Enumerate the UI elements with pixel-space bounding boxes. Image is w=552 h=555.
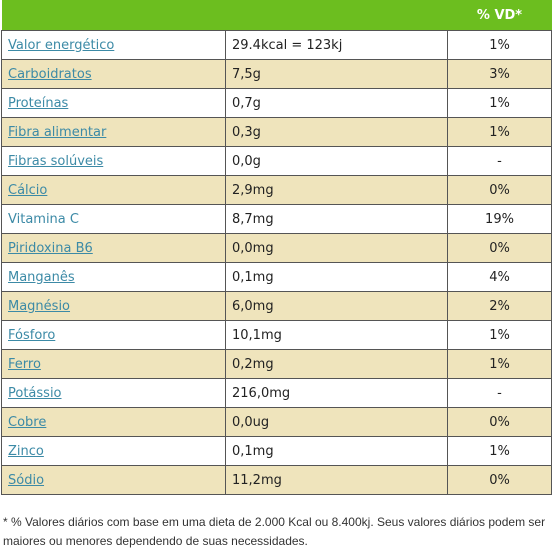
nutrient-name-cell: Proteínas (1, 88, 226, 118)
daily-value-percent: 0% (447, 233, 552, 263)
nutrient-name-cell: Magnésio (1, 291, 226, 321)
nutrient-link[interactable]: Piridoxina B6 (8, 240, 93, 256)
daily-value-percent: 1% (447, 436, 552, 466)
table-row: Potássio 216,0mg - (1, 378, 552, 408)
nutrient-link[interactable]: Potássio (8, 385, 62, 401)
table-row: Sódio 11,2mg 0% (1, 465, 552, 495)
nutrient-amount: 0,0ug (225, 407, 448, 437)
nutrient-amount: 2,9mg (225, 175, 448, 205)
nutrient-amount: 11,2mg (225, 465, 448, 495)
nutrient-name-cell: Piridoxina B6 (1, 233, 226, 263)
nutrient-amount: 0,3g (225, 117, 448, 147)
daily-value-percent: 2% (447, 291, 552, 321)
table-row: Cobre 0,0ug 0% (1, 407, 552, 437)
nutrient-link[interactable]: Manganês (8, 269, 75, 285)
nutrient-name-cell: Vitamina C (1, 204, 226, 234)
daily-value-percent: 0% (447, 465, 552, 495)
daily-value-percent: 1% (447, 30, 552, 60)
table-row: Piridoxina B6 0,0mg 0% (1, 233, 552, 263)
nutrient-amount: 10,1mg (225, 320, 448, 350)
nutrient-link[interactable]: Zinco (8, 443, 44, 459)
nutrient-name-cell: Valor energético (1, 30, 226, 60)
table-header-row: % VD* (1, 0, 552, 31)
nutrient-amount: 7,5g (225, 59, 448, 89)
daily-value-percent: 1% (447, 88, 552, 118)
nutrient-link[interactable]: Cobre (8, 414, 47, 430)
table-row: Fibras solúveis 0,0g - (1, 146, 552, 176)
table-row: Fibra alimentar 0,3g 1% (1, 117, 552, 147)
nutrient-name-cell: Sódio (1, 465, 226, 495)
table-row: Carboidratos 7,5g 3% (1, 59, 552, 89)
table-row: Cálcio 2,9mg 0% (1, 175, 552, 205)
nutrient-name-cell: Ferro (1, 349, 226, 379)
nutrient-name-cell: Cálcio (1, 175, 226, 205)
nutrient-amount: 29.4kcal = 123kj (225, 30, 448, 60)
table-row: Manganês 0,1mg 4% (1, 262, 552, 292)
daily-value-percent: 1% (447, 117, 552, 147)
header-daily-value: % VD* (447, 0, 552, 31)
nutrient-link[interactable]: Ferro (8, 356, 41, 372)
table-row: Valor energético 29.4kcal = 123kj 1% (1, 30, 552, 60)
nutrition-table: % VD* Valor energético 29.4kcal = 123kj 1%… (1, 0, 552, 495)
table-body: Valor energético 29.4kcal = 123kj 1% Carboi… (1, 30, 552, 495)
nutrient-name-cell: Potássio (1, 378, 226, 408)
nutrient-name-cell: Carboidratos (1, 59, 226, 89)
nutrient-link[interactable]: Fibras solúveis (8, 153, 104, 169)
nutrient-amount: 0,1mg (225, 262, 448, 292)
table-row: Vitamina C 8,7mg 19% (1, 204, 552, 234)
nutrient-link[interactable]: Cálcio (8, 182, 48, 198)
daily-value-percent: 1% (447, 320, 552, 350)
nutrient-amount: 8,7mg (225, 204, 448, 234)
table-row: Fósforo 10,1mg 1% (1, 320, 552, 350)
nutrient-link[interactable]: Fósforo (8, 327, 56, 343)
nutrient-name-cell: Zinco (1, 436, 226, 466)
nutrient-name-cell: Fibras solúveis (1, 146, 226, 176)
daily-value-percent: 3% (447, 59, 552, 89)
daily-value-percent: 4% (447, 262, 552, 292)
header-amount (225, 0, 448, 31)
table-row: Magnésio 6,0mg 2% (1, 291, 552, 321)
footnote: * % Valores diários com base em uma diet… (3, 515, 546, 548)
daily-value-percent: 1% (447, 349, 552, 379)
nutrient-link[interactable]: Sódio (8, 472, 45, 488)
nutrient-amount: 0,2mg (225, 349, 448, 379)
nutrient-amount: 216,0mg (225, 378, 448, 408)
nutrient-amount: 6,0mg (225, 291, 448, 321)
daily-value-percent: - (447, 146, 552, 176)
nutrient-name-cell: Manganês (1, 262, 226, 292)
header-nutrient (1, 0, 226, 31)
table-row: Zinco 0,1mg 1% (1, 436, 552, 466)
nutrient-link[interactable]: Carboidratos (8, 66, 92, 82)
nutrient-label: Vitamina C (8, 211, 79, 227)
nutrient-link[interactable]: Valor energético (8, 37, 115, 53)
table-row: Proteínas 0,7g 1% (1, 88, 552, 118)
nutrient-link[interactable]: Fibra alimentar (8, 124, 107, 140)
nutrient-amount: 0,0mg (225, 233, 448, 263)
daily-value-percent: - (447, 378, 552, 408)
daily-value-percent: 0% (447, 175, 552, 205)
nutrient-amount: 0,1mg (225, 436, 448, 466)
daily-value-percent: 19% (447, 204, 552, 234)
nutrient-name-cell: Cobre (1, 407, 226, 437)
nutrient-link[interactable]: Magnésio (8, 298, 71, 314)
nutrient-amount: 0,7g (225, 88, 448, 118)
daily-value-percent: 0% (447, 407, 552, 437)
nutrient-name-cell: Fósforo (1, 320, 226, 350)
nutrient-amount: 0,0g (225, 146, 448, 176)
table-row: Ferro 0,2mg 1% (1, 349, 552, 379)
nutrient-link[interactable]: Proteínas (8, 95, 69, 111)
nutrient-name-cell: Fibra alimentar (1, 117, 226, 147)
